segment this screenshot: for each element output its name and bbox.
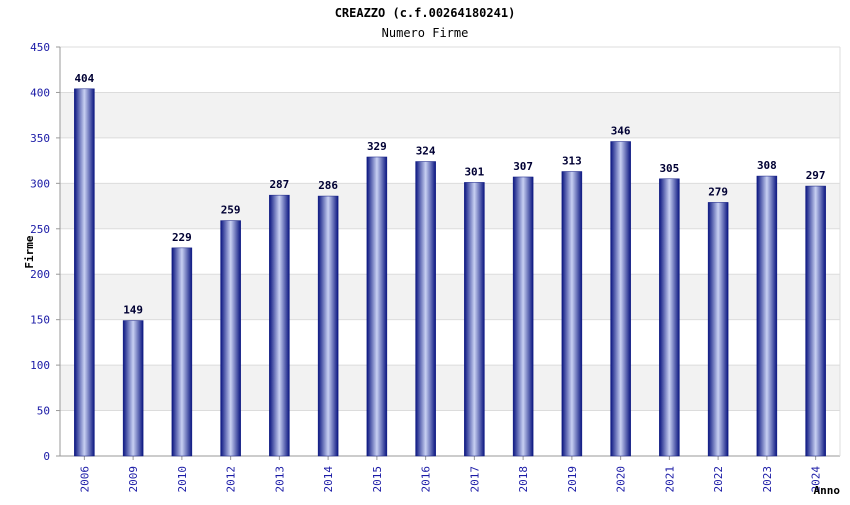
x-tick-label-2012: 2012 [225,466,238,493]
y-tick-label: 400 [30,86,50,99]
value-label-2018: 307 [513,160,533,173]
bar-2018 [512,176,534,457]
bar-2017 [464,182,485,457]
bar-2006 [74,88,95,457]
x-tick-labels: 2006 2009 2010 2012 2013 2014 2015 2016 2017 2018… [78,466,822,493]
value-label-2012: 259 [221,204,241,217]
value-label-2015: 329 [367,140,387,153]
value-label-2017: 301 [464,165,484,178]
value-label-2014: 286 [318,179,338,192]
bar-2016 [415,161,436,457]
bar-2010 [171,247,193,457]
value-label-2009: 149 [123,304,143,317]
x-tick-label-2009: 2009 [127,466,140,493]
value-label-2020: 346 [611,125,631,138]
x-tick-label-2022: 2022 [712,466,725,493]
bars [74,88,826,457]
y-tick-label: 200 [30,268,50,281]
bar-2020 [610,141,631,457]
x-tick-label-2013: 2013 [273,466,286,493]
value-label-2021: 305 [659,162,679,175]
bar-2015 [366,156,388,457]
value-label-2019: 313 [562,155,582,168]
y-tick-label: 350 [30,132,50,145]
y-tick-labels: 0 50 100 150 200 250 300 350 400 450 [30,41,50,463]
value-label-2013: 287 [269,178,289,191]
x-tick-label-2020: 2020 [615,466,628,493]
y-tick-label: 50 [37,405,50,418]
background-band [60,92,840,138]
y-tick-label: 100 [30,359,50,372]
x-tick-label-2015: 2015 [371,466,384,493]
x-tick-label-2023: 2023 [761,466,774,493]
x-tick-label-2006: 2006 [78,466,91,493]
y-tick-label: 250 [30,223,50,236]
x-tick-label-2016: 2016 [420,466,433,493]
x-tick-label-2010: 2010 [176,466,189,493]
y-axis-label: Firme [23,235,36,268]
bar-2023 [756,175,778,457]
x-tick-label-2021: 2021 [663,466,676,493]
y-tick-label: 300 [30,177,50,190]
x-tick-label-2018: 2018 [517,466,530,493]
value-label-2022: 279 [708,185,728,198]
bar-2022 [707,202,729,457]
bar-2024 [805,185,826,457]
value-label-2023: 308 [757,159,777,172]
y-tick-label: 0 [43,450,50,463]
bar-2014 [317,195,339,457]
x-axis-label: Anno [814,484,841,497]
value-label-2010: 229 [172,231,192,244]
value-label-2016: 324 [416,145,436,158]
bar-2019 [561,171,583,457]
x-tick-label-2019: 2019 [566,466,579,493]
x-tick-label-2014: 2014 [322,466,335,493]
bar-2012 [220,220,241,457]
x-tick-label-2017: 2017 [468,466,481,493]
x-tick-label-2024: 2024 [810,466,823,493]
y-tick-label: 450 [30,41,50,54]
bar-2013 [269,194,290,457]
y-tick-label: 150 [30,314,50,327]
value-labels: 404 149 229 259 287 286 329 324 301 307 313 346 305 2… [74,72,825,317]
value-label-2024: 297 [806,169,826,182]
bar-2009 [122,320,144,457]
chart-title: CREAZZO (c.f.00264180241) [335,6,516,20]
bar-2021 [659,178,680,457]
value-label-2006: 404 [74,72,94,85]
chart-subtitle: Numero Firme [382,26,469,40]
